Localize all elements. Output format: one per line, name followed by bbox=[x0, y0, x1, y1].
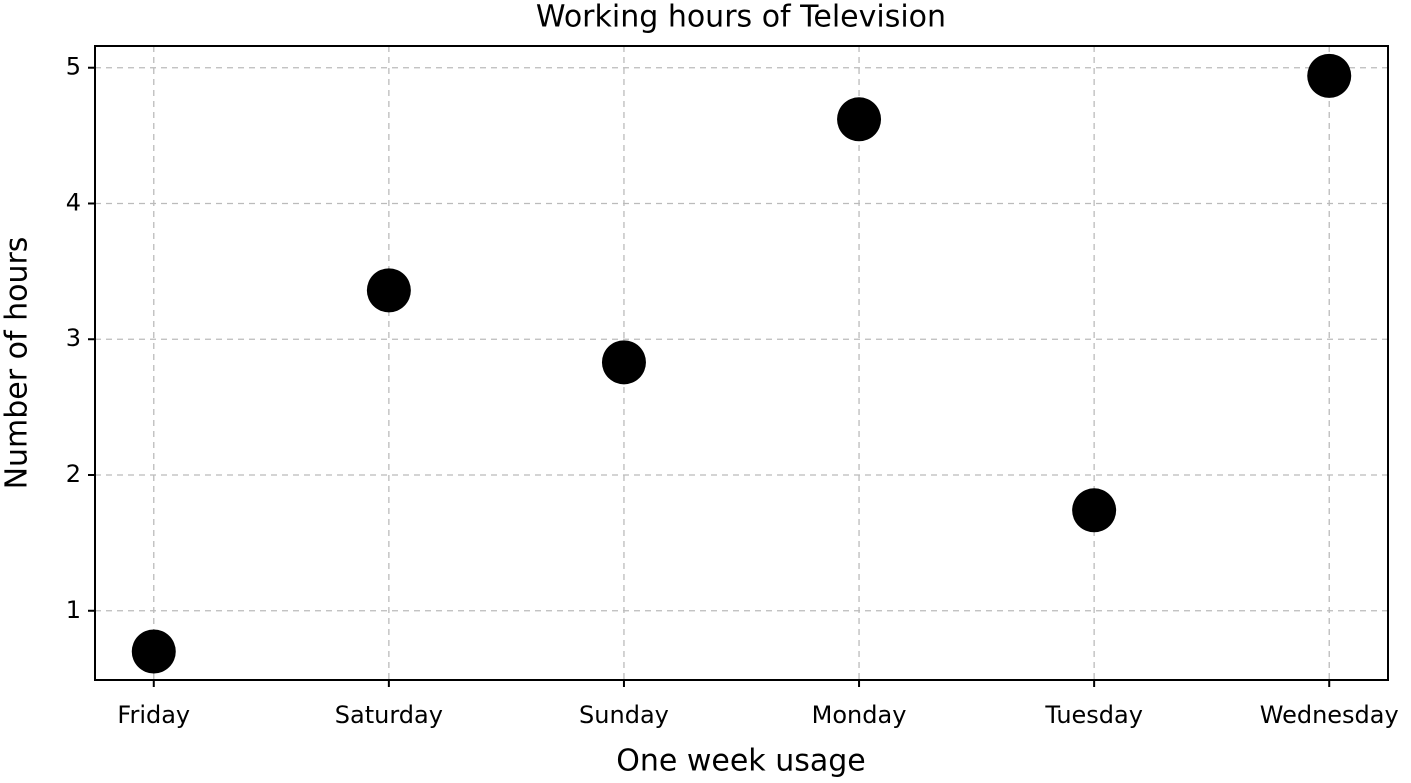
point bbox=[366, 268, 411, 313]
point bbox=[1307, 53, 1352, 98]
y-tick-label: 2 bbox=[66, 460, 81, 488]
point bbox=[601, 340, 646, 385]
y-tick-label: 1 bbox=[66, 596, 81, 624]
marks bbox=[131, 53, 1352, 674]
x-tick-label: Friday bbox=[117, 701, 190, 729]
x-axis-label: One week usage bbox=[616, 744, 866, 779]
y-tick-label: 4 bbox=[66, 188, 81, 216]
point bbox=[837, 97, 882, 142]
y-tick-label: 5 bbox=[66, 53, 81, 81]
chart-title: Working hours of Television bbox=[536, 0, 946, 35]
x-tick-label: Saturday bbox=[335, 701, 443, 729]
point bbox=[131, 629, 176, 674]
y-axis-label: Number of hours bbox=[0, 237, 35, 490]
x-tick-label: Wednesday bbox=[1260, 701, 1399, 729]
x-tick-label: Tuesday bbox=[1044, 701, 1143, 729]
point bbox=[1072, 488, 1117, 533]
y-tick-label: 3 bbox=[66, 324, 81, 352]
grid bbox=[95, 46, 1388, 680]
x-tick-label: Sunday bbox=[579, 701, 669, 729]
x-tick-label: Monday bbox=[812, 701, 907, 729]
plot-frame bbox=[94, 45, 1389, 681]
